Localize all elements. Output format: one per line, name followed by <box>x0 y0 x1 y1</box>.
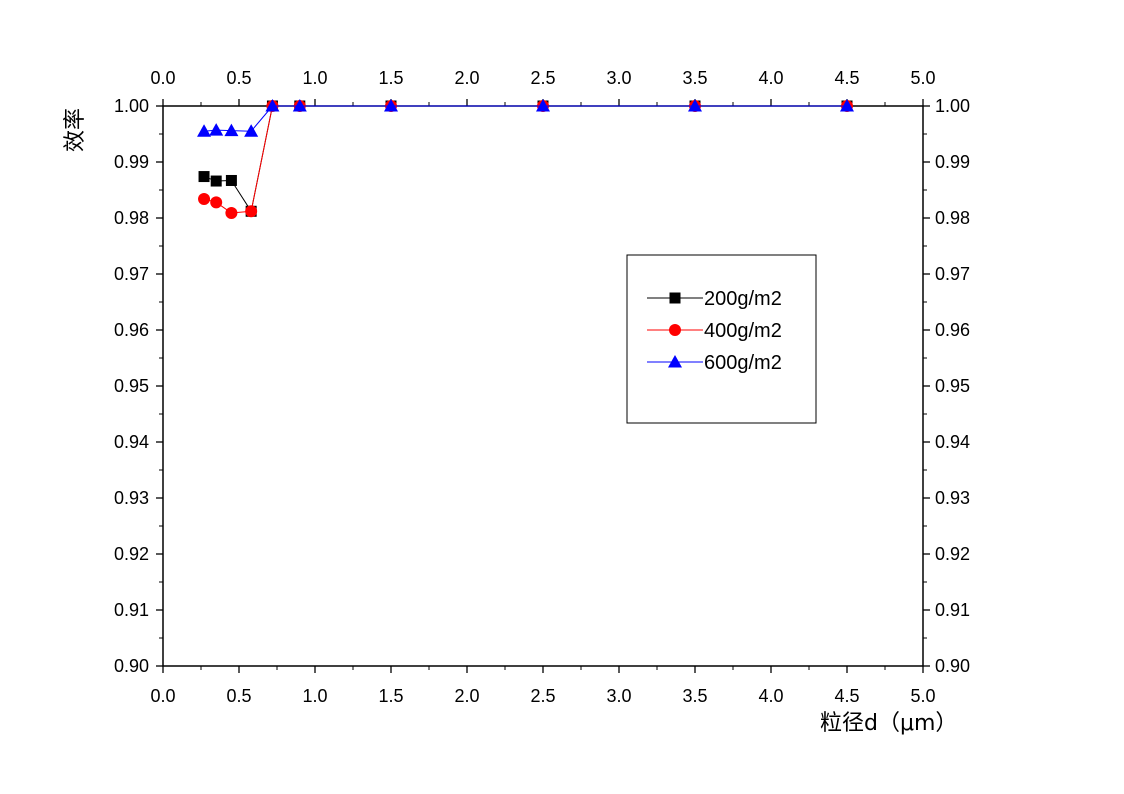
legend-label: 200g/m2 <box>704 288 782 310</box>
y-tick-label-right: 0.97 <box>935 264 970 284</box>
y-tick-label: 0.99 <box>114 152 149 172</box>
x-tick-label: 3.5 <box>682 686 707 706</box>
x-tick-label-top: 1.0 <box>302 68 327 88</box>
x-tick-label: 1.0 <box>302 686 327 706</box>
legend-item: 200g/m2 <box>647 288 782 310</box>
data-point <box>245 205 258 218</box>
x-tick-label: 1.5 <box>378 686 403 706</box>
x-tick-label-top: 0.5 <box>226 68 251 88</box>
data-point <box>198 192 211 205</box>
x-tick-label: 4.5 <box>834 686 859 706</box>
y-tick-label-right: 0.98 <box>935 208 970 228</box>
legend-item: 600g/m2 <box>647 352 782 374</box>
x-tick-labels-top: 0.0 0.5 1.0 1.5 2.0 2.5 3.0 3.5 4.0 4.5 5.0 <box>150 68 935 88</box>
legend-marker <box>668 355 682 368</box>
y-tick-label-right: 0.93 <box>935 488 970 508</box>
data-point <box>224 123 239 137</box>
series-line <box>203 105 847 214</box>
x-tick-label-top: 3.0 <box>606 68 631 88</box>
legend: 200g/m2 400g/m2 600g/m2 <box>626 254 817 424</box>
y-tick-label-right: 0.90 <box>935 656 970 676</box>
y-tick-label-right: 0.99 <box>935 152 970 172</box>
y-tick-label: 0.93 <box>114 488 149 508</box>
data-point <box>210 175 222 187</box>
legend-label: 600g/m2 <box>704 352 782 374</box>
x-tick-label: 0.5 <box>226 686 251 706</box>
data-point <box>688 99 702 112</box>
y-tick-label: 1.00 <box>114 96 149 116</box>
series-layer <box>197 99 854 219</box>
x-tick-label: 2.5 <box>530 686 555 706</box>
x-tick-label-top: 3.5 <box>682 68 707 88</box>
y-tick-label: 0.94 <box>114 432 149 452</box>
y-tick-label-right: 1.00 <box>935 96 970 116</box>
series-400g/m2 <box>198 100 853 219</box>
y-axis-title: 效率 <box>63 108 88 152</box>
series-200g/m2 <box>198 100 853 217</box>
data-point <box>292 99 307 112</box>
y-tick-label-right: 0.95 <box>935 376 970 396</box>
x-tick-label: 5.0 <box>910 686 935 706</box>
y-tick-label: 0.97 <box>114 264 149 284</box>
data-point <box>198 171 210 183</box>
x-tick-label: 2.0 <box>454 686 479 706</box>
x-tick-label-top: 0.0 <box>150 68 175 88</box>
data-point <box>536 99 550 112</box>
data-point <box>384 99 398 112</box>
y-tick-label: 0.98 <box>114 208 149 228</box>
y-tick-label-right: 0.94 <box>935 432 970 452</box>
x-tick-label: 4.0 <box>758 686 783 706</box>
legend-label: 400g/m2 <box>704 320 782 342</box>
data-point <box>225 174 237 186</box>
y-tick-label-right: 0.96 <box>935 320 970 340</box>
legend-marker <box>669 324 681 336</box>
x-tick-labels-bottom: 0.0 0.5 1.0 1.5 2.0 2.5 3.0 3.5 4.0 4.5 5.0 <box>150 686 935 706</box>
y-tick-label: 0.96 <box>114 320 149 340</box>
data-point <box>210 196 223 209</box>
x-tick-label: 0.0 <box>150 686 175 706</box>
x-tick-label-top: 2.0 <box>454 68 479 88</box>
series-600g/m2 <box>197 99 854 137</box>
legend-marker <box>669 292 681 304</box>
x-tick-label-top: 1.5 <box>378 68 403 88</box>
y-tick-label: 0.92 <box>114 544 149 564</box>
y-tick-label: 0.90 <box>114 656 149 676</box>
data-point <box>209 123 224 136</box>
x-axis-title: 粒径d（μm） <box>820 711 957 736</box>
y-tick-labels-right: 0.90 0.91 0.92 0.93 0.94 0.95 0.96 0.97 0.98 0.99… <box>935 96 970 676</box>
series-line <box>203 105 847 213</box>
series-line <box>203 105 847 132</box>
y-tick-label: 0.95 <box>114 376 149 396</box>
x-tick-label-top: 4.0 <box>758 68 783 88</box>
x-tick-label-top: 2.5 <box>530 68 555 88</box>
x-tick-label-top: 4.5 <box>834 68 859 88</box>
legend-box <box>626 254 817 424</box>
data-point <box>265 99 280 112</box>
y-tick-label: 0.91 <box>114 600 149 620</box>
x-tick-label: 3.0 <box>606 686 631 706</box>
data-point <box>225 206 238 219</box>
y-tick-labels-left: 0.90 0.91 0.92 0.93 0.94 0.95 0.96 0.97 0.98 0.99… <box>114 96 149 676</box>
data-point <box>840 99 854 112</box>
y-tick-label-right: 0.91 <box>935 600 970 620</box>
data-point <box>197 124 212 137</box>
x-tick-label-top: 5.0 <box>910 68 935 88</box>
y-tick-label-right: 0.92 <box>935 544 970 564</box>
legend-item: 400g/m2 <box>647 320 782 342</box>
data-point <box>244 124 259 137</box>
